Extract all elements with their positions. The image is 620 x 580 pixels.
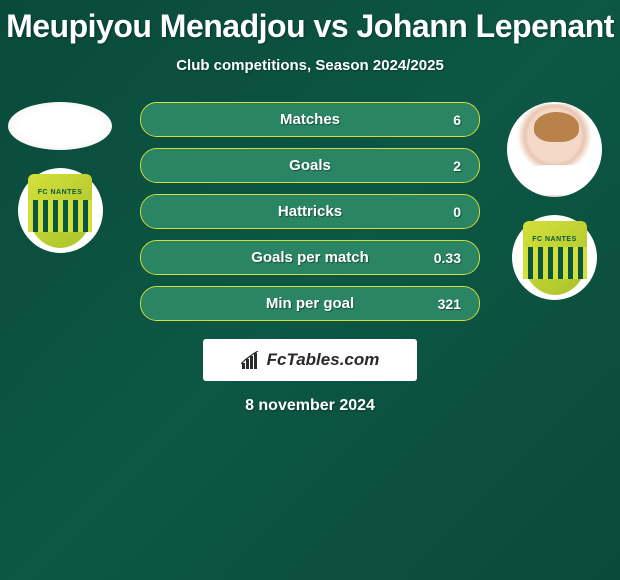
player-right-club-name: FC NANTES [532, 236, 577, 243]
stat-row: Hattricks 0 [140, 194, 480, 229]
stat-label: Goals [289, 157, 331, 174]
stat-value-right: 321 [438, 296, 461, 312]
stats-container: Matches 6 Goals 2 Hattricks 0 Goals per match 0… [140, 102, 480, 321]
stat-label: Goals per match [251, 249, 369, 266]
comparison-subtitle: Club competitions, Season 2024/2025 [0, 57, 620, 74]
stat-value-right: 0.33 [434, 250, 461, 266]
branding-text: FcTables.com [267, 350, 380, 370]
comparison-date: 8 november 2024 [0, 397, 620, 415]
player-left-column: FC NANTES [8, 102, 112, 253]
player-right-column: FC NANTES [507, 102, 602, 300]
stat-value-right: 6 [453, 112, 461, 128]
player-right-club-badge: FC NANTES [512, 215, 597, 300]
player-left-club-badge: FC NANTES [18, 168, 103, 253]
stat-label: Matches [280, 111, 340, 128]
content-area: FC NANTES FC NANTES Matches 6 Goals 2 Hattri… [0, 102, 620, 415]
player-right-avatar [507, 102, 602, 197]
stat-value-right: 0 [453, 204, 461, 220]
stat-label: Min per goal [266, 295, 354, 312]
stat-row: Matches 6 [140, 102, 480, 137]
player-left-club-name: FC NANTES [38, 189, 83, 196]
stat-row: Goals 2 [140, 148, 480, 183]
player-left-avatar-placeholder [8, 102, 112, 150]
stat-row: Goals per match 0.33 [140, 240, 480, 275]
bar-chart-icon [241, 351, 261, 369]
stat-row: Min per goal 321 [140, 286, 480, 321]
stat-label: Hattricks [278, 203, 342, 220]
branding-badge: FcTables.com [203, 339, 417, 381]
stat-value-right: 2 [453, 158, 461, 174]
comparison-title: Meupiyou Menadjou vs Johann Lepenant [0, 0, 620, 45]
